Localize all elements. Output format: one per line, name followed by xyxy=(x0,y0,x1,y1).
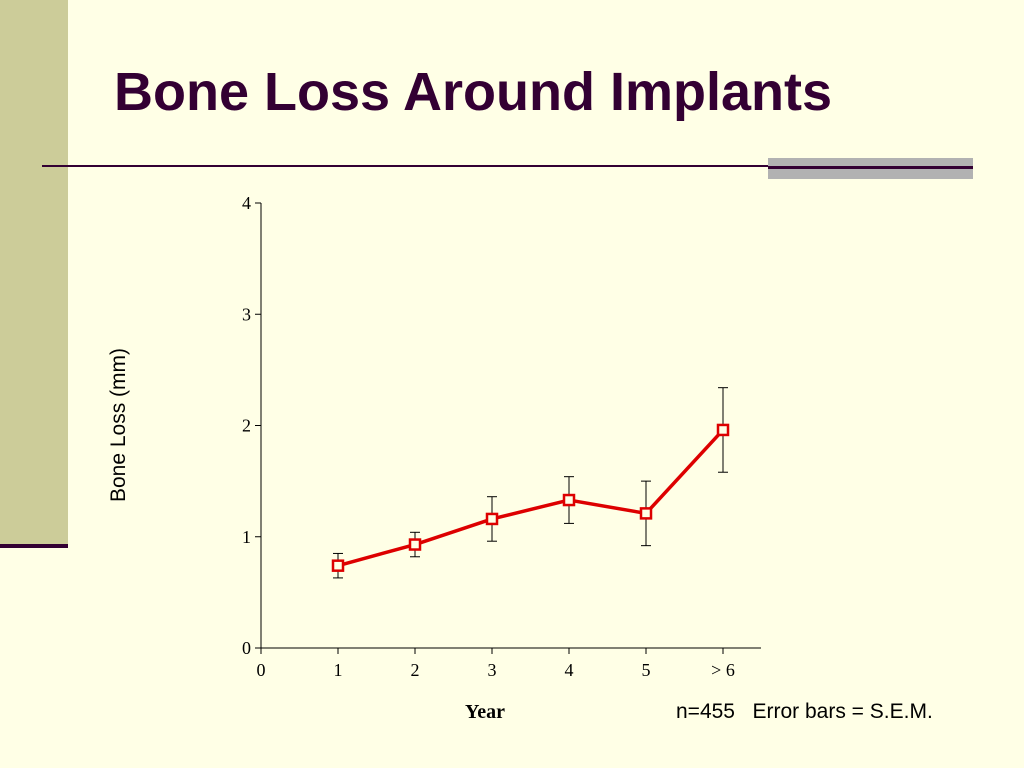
x-axis-title: Year xyxy=(465,701,505,723)
chart-ticks: 0 1 2 3 4 0 1 2 3 4 5 > 6 xyxy=(242,193,735,680)
x-tick-label: 0 xyxy=(257,660,266,680)
y-tick-label: 3 xyxy=(242,304,251,324)
x-tick-label: 2 xyxy=(411,660,420,680)
data-point xyxy=(485,512,499,526)
data-point xyxy=(408,538,422,551)
footnote: n=455 Error bars = S.E.M. xyxy=(676,700,933,723)
y-tick-label: 4 xyxy=(242,193,251,213)
data-point xyxy=(716,423,730,437)
y-tick-label: 2 xyxy=(242,416,251,436)
slide-title: Bone Loss Around Implants xyxy=(114,62,833,122)
x-tick-label: > 6 xyxy=(711,660,735,680)
x-tick-label: 4 xyxy=(565,660,574,680)
left-band-rule xyxy=(0,544,68,548)
x-tick-label: 5 xyxy=(642,660,651,680)
y-axis-title: Bone Loss (mm) xyxy=(107,348,130,502)
chart-axes xyxy=(260,203,761,649)
series-line xyxy=(337,428,725,568)
x-tick-label: 3 xyxy=(488,660,497,680)
x-tick-label: 1 xyxy=(334,660,343,680)
data-point xyxy=(639,507,653,520)
y-tick-label: 1 xyxy=(242,527,251,547)
y-tick-label: 0 xyxy=(242,638,251,658)
left-decorative-band xyxy=(0,0,68,546)
title-accent-line xyxy=(768,166,973,169)
data-point xyxy=(331,559,345,572)
series-layer xyxy=(331,423,730,572)
data-point xyxy=(562,493,576,507)
title-underline xyxy=(42,165,972,167)
